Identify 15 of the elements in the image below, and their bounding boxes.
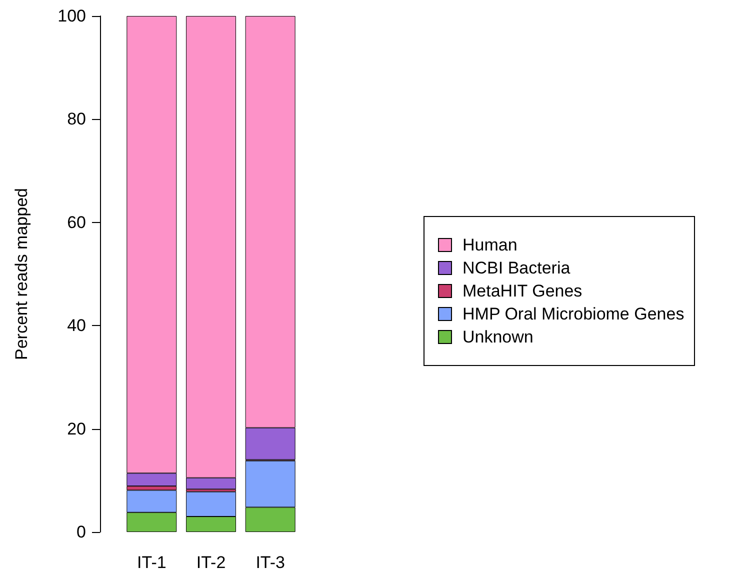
x-tick-label: IT-3 bbox=[256, 553, 285, 572]
y-tick-label: 80 bbox=[67, 110, 86, 129]
y-axis-title: Percent reads mapped bbox=[12, 188, 31, 360]
x-tick-label: IT-2 bbox=[196, 553, 226, 572]
legend-label: Human bbox=[462, 236, 518, 254]
y-tick-label: 100 bbox=[58, 6, 86, 26]
y-tick-label: 20 bbox=[67, 419, 86, 438]
y-tick-label: 60 bbox=[67, 212, 86, 232]
y-tick-label: 40 bbox=[67, 316, 86, 336]
legend-label: NCBI Bacteria bbox=[462, 258, 571, 278]
legend-label: MetaHIT Genes bbox=[462, 282, 582, 300]
x-tick-label: IT-1 bbox=[137, 553, 166, 572]
legend-label: HMP Oral Microbiome Genes bbox=[462, 304, 684, 324]
y-tick-label: 0 bbox=[76, 522, 86, 542]
legend-label: Unknown bbox=[462, 328, 534, 346]
